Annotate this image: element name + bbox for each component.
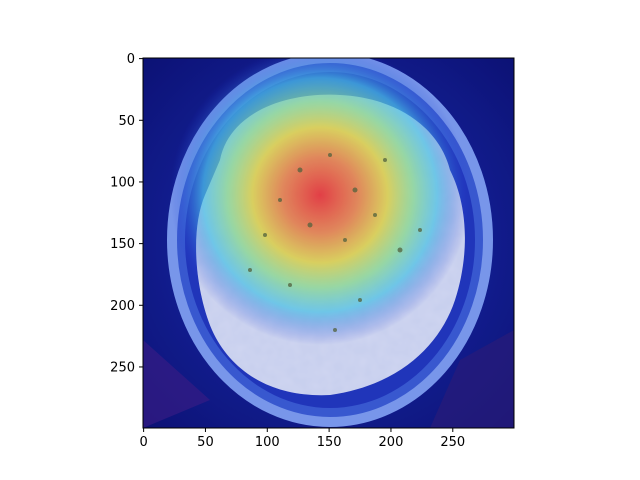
herb-specks bbox=[248, 153, 422, 332]
heat-hotspot bbox=[170, 58, 470, 345]
x-tick-label: 50 bbox=[197, 435, 214, 450]
y-tick-label: 150 bbox=[110, 237, 135, 252]
axes-frame bbox=[142, 57, 515, 429]
y-tick-label: 250 bbox=[110, 360, 135, 375]
y-tick-label: 0 bbox=[127, 52, 135, 67]
x-tick-label: 150 bbox=[317, 435, 342, 450]
y-tick-label: 200 bbox=[110, 299, 135, 314]
x-axis: 0 50 100 150 200 250 bbox=[139, 428, 465, 450]
y-tick-label: 50 bbox=[118, 114, 135, 129]
x-tick-label: 0 bbox=[139, 435, 147, 450]
y-tick-label: 100 bbox=[110, 175, 135, 190]
heatmap-image bbox=[143, 58, 514, 428]
x-tick-label: 100 bbox=[255, 435, 280, 450]
x-tick-label: 200 bbox=[379, 435, 404, 450]
x-tick-label: 250 bbox=[440, 435, 465, 450]
y-axis: 0 50 100 150 200 250 bbox=[110, 52, 143, 375]
